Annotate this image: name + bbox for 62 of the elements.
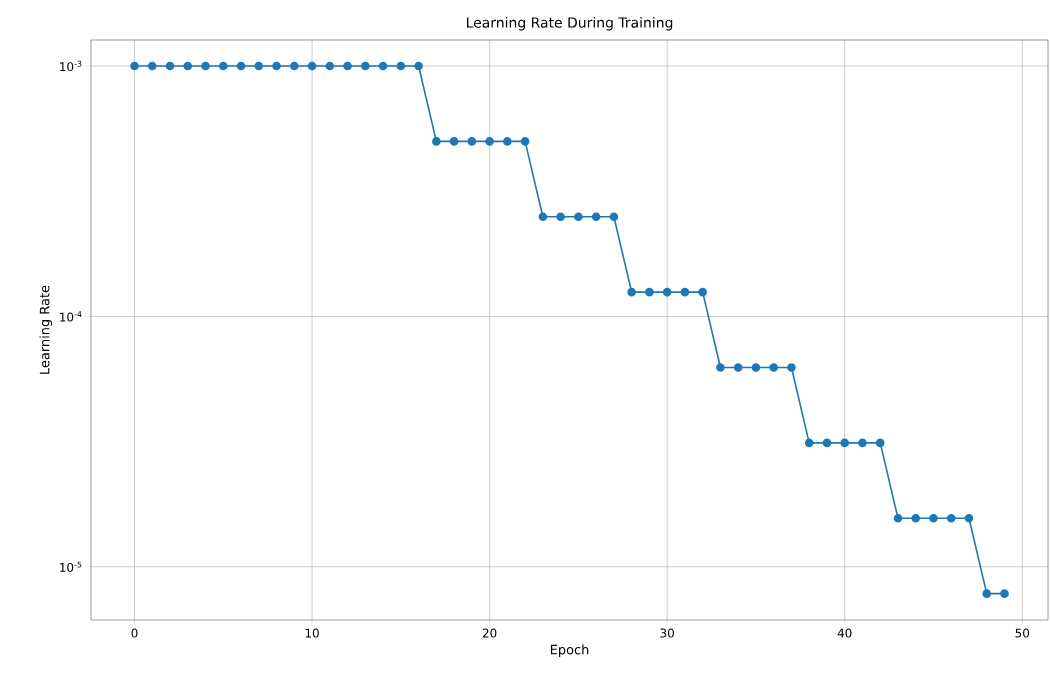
point [769,363,778,372]
point [787,363,796,372]
point [236,61,246,71]
point [804,438,814,448]
y-tick-label: 10$^{-4}$ [60,311,82,322]
point [343,61,352,71]
point [449,137,459,146]
y-axis-title: Learning Rate [39,285,52,374]
point [858,438,867,448]
x-tick-label: 20 [482,628,497,638]
point [929,513,938,523]
point [875,438,885,448]
point [662,287,672,297]
point [627,287,636,297]
point [893,513,903,523]
point [272,61,281,71]
point [361,61,370,71]
point [325,61,335,71]
point [165,61,175,71]
x-tick-label: 10 [305,628,319,638]
point [520,137,530,146]
point [130,61,139,71]
point [964,513,974,523]
point [982,589,992,598]
point [307,61,317,71]
point [574,212,583,222]
point [698,287,707,297]
point [911,513,921,523]
y-tick-label: 10$^{-5}$ [60,561,82,572]
point [414,61,423,71]
y-tick-label: 10$^{-3}$ [60,60,82,72]
point [147,61,157,71]
point [432,137,441,146]
point [733,363,743,372]
point [751,363,761,372]
point [183,61,193,71]
point [556,212,565,222]
chart-title: Learning Rate During Training [467,17,673,31]
point [485,137,494,146]
point [538,212,548,222]
x-tick-label: 40 [837,628,852,638]
point [822,438,832,448]
point [218,61,228,71]
point [840,438,850,448]
point [467,137,477,146]
x-tick-label: 50 [1015,628,1030,638]
point [946,513,956,523]
point [378,61,388,71]
point [396,61,406,71]
point [609,212,619,222]
x-tick-label: 0 [131,628,138,638]
x-tick-label: 30 [660,628,674,638]
point [591,212,601,222]
point [201,61,210,71]
point [290,61,299,71]
x-axis-title: Epoch [550,644,589,657]
point [503,137,512,146]
point [645,287,654,297]
point [680,287,690,297]
point [1000,589,1009,598]
point [254,61,264,71]
point [716,363,725,372]
